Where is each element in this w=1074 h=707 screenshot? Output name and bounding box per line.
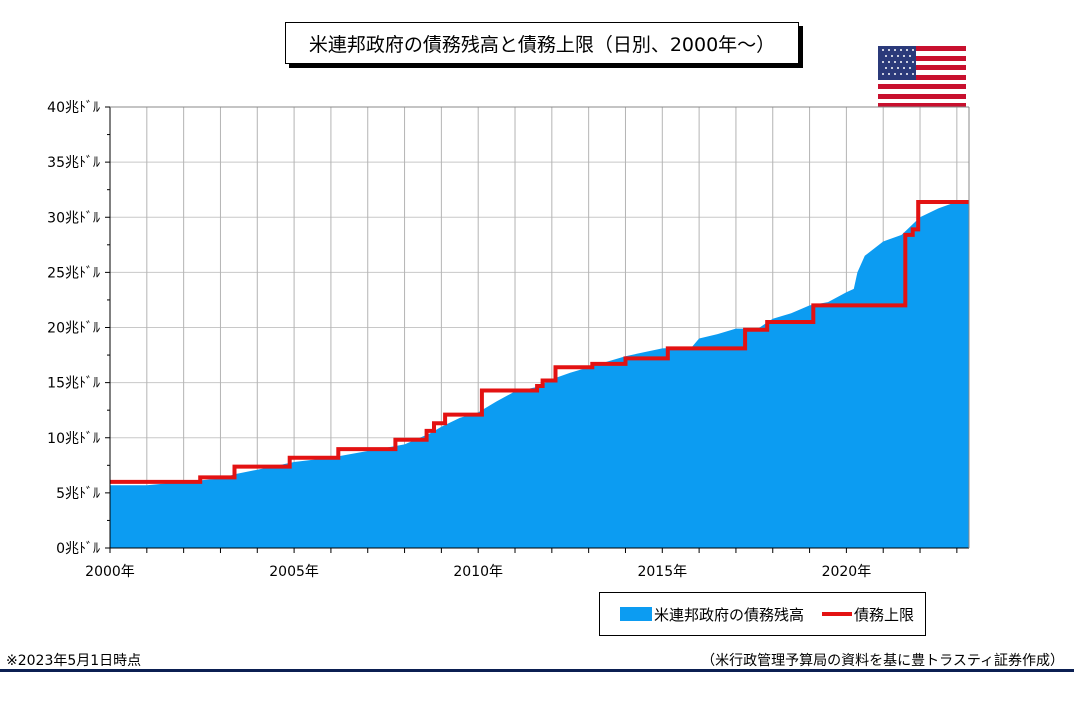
debt-area-series: [110, 201, 969, 549]
y-tick-label: 5兆ﾄﾞﾙ: [56, 486, 100, 502]
x-tick-label: 2000年: [85, 564, 135, 580]
debt-limit-line-series: [110, 200, 969, 484]
y-tick-label: 20兆ﾄﾞﾙ: [47, 321, 100, 337]
legend-swatch-debt: [620, 607, 652, 621]
x-tick-label: 2010年: [453, 564, 503, 580]
x-tick-label: 2005年: [269, 564, 319, 580]
footnote-source: （米行政管理予算局の資料を基に豊トラスティ証券作成）: [701, 653, 1064, 669]
y-tick-label: 40兆ﾄﾞﾙ: [47, 100, 100, 116]
x-tick-label: 2020年: [822, 564, 872, 580]
legend-swatch-limit: [822, 612, 853, 616]
legend-label-limit: 債務上限: [854, 605, 915, 624]
bottom-divider: [0, 669, 1074, 672]
y-tick-label: 0兆ﾄﾞﾙ: [56, 541, 100, 557]
footnote-date: ※2023年5月1日時点: [6, 653, 142, 669]
debt-chart: 0兆ﾄﾞﾙ 5兆ﾄﾞﾙ 10兆ﾄﾞﾙ 15兆ﾄﾞﾙ 20兆ﾄﾞﾙ 25兆ﾄﾞﾙ 30兆ﾄﾞﾙ…: [47, 100, 970, 580]
legend-item-limit: 債務上限: [804, 604, 914, 625]
x-tick-label: 2015年: [637, 564, 687, 580]
y-tick-label: 25兆ﾄﾞﾙ: [47, 265, 100, 281]
y-tick-label: 10兆ﾄﾞﾙ: [47, 431, 100, 447]
chart-legend: 米連邦政府の債務残高 債務上限: [599, 592, 926, 636]
y-tick-label: 15兆ﾄﾞﾙ: [47, 376, 100, 392]
chart-title: 米連邦政府の債務残高と債務上限（日別、2000年～）: [285, 22, 799, 64]
legend-item-debt: 米連邦政府の債務残高: [600, 604, 804, 625]
y-tick-label: 35兆ﾄﾞﾙ: [47, 155, 100, 171]
legend-label-debt: 米連邦政府の債務残高: [654, 605, 805, 624]
y-tick-label: 30兆ﾄﾞﾙ: [47, 210, 100, 226]
